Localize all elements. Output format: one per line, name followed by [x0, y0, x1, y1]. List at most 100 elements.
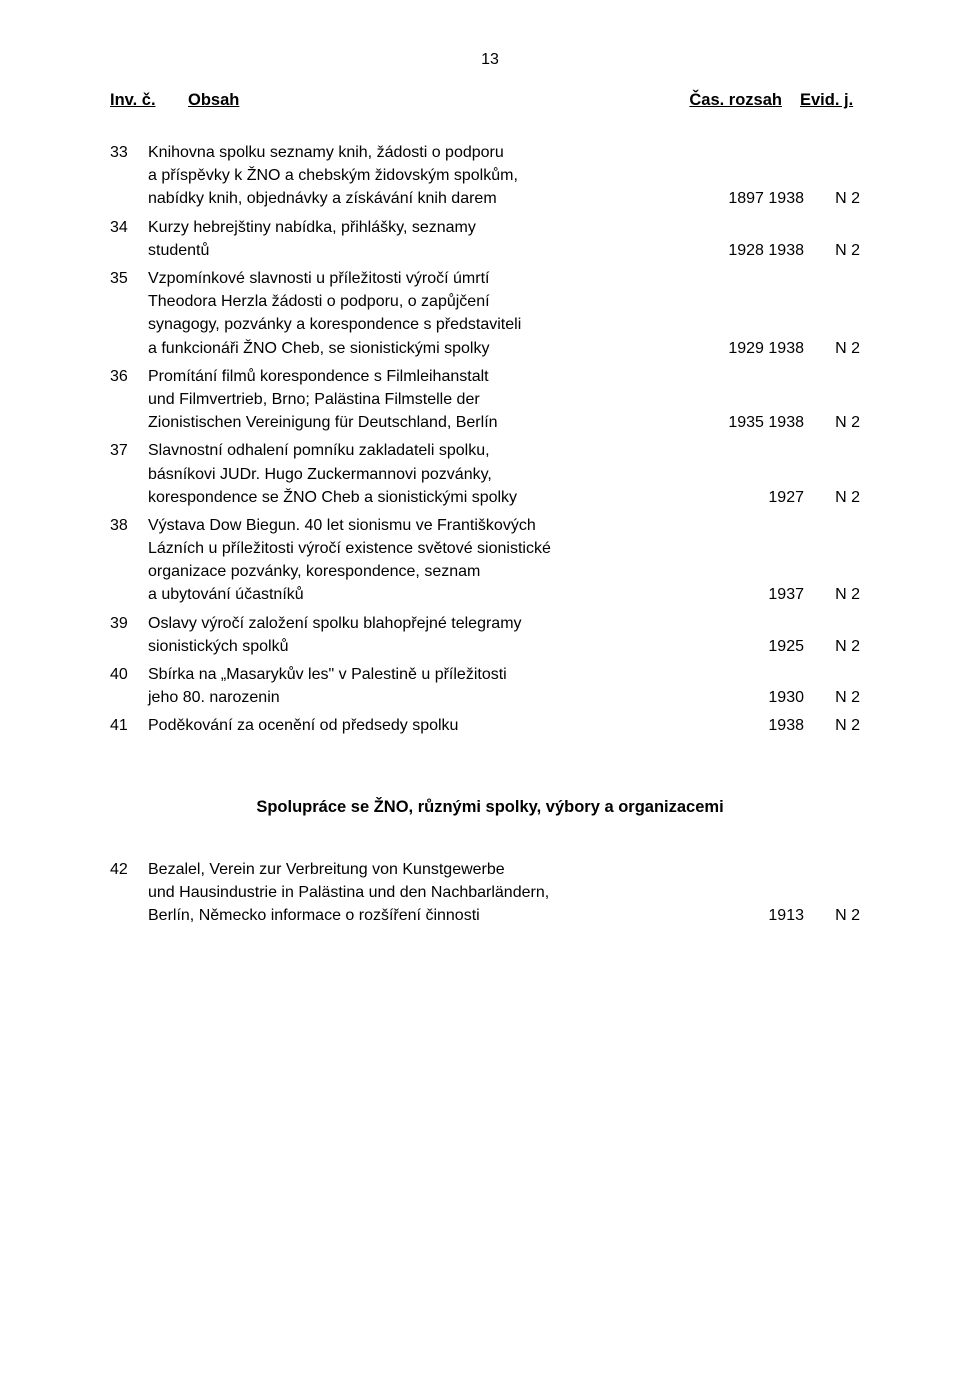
- entry-line-text: Lázních u příležitosti výročí existence …: [148, 537, 693, 560]
- entry-line: Knihovna spolku seznamy knih, žádosti o …: [148, 141, 860, 164]
- header-inv: Inv. č.: [110, 89, 188, 113]
- entry-evid: N 2: [818, 486, 860, 509]
- entry-date: 1897 1938: [693, 187, 818, 210]
- entries2-list: 42Bezalel, Verein zur Verbreitung von Ku…: [110, 858, 870, 928]
- table-row: 39Oslavy výročí založení spolku blahopře…: [110, 612, 870, 658]
- entry-line-text: Promítání filmů korespondence s Filmleih…: [148, 365, 693, 388]
- entry-line-text: Sbírka na „Masarykův les" v Palestině u …: [148, 663, 693, 686]
- entry-evid: [818, 164, 860, 187]
- table-row: 35Vzpomínkové slavnosti u příležitosti v…: [110, 267, 870, 360]
- entry-date: 1930: [693, 686, 818, 709]
- entry-date: 1938: [693, 714, 818, 737]
- entry-number: 40: [110, 663, 148, 709]
- table-row: 42Bezalel, Verein zur Verbreitung von Ku…: [110, 858, 870, 928]
- entry-evid: [818, 858, 860, 881]
- entry-evid: [818, 365, 860, 388]
- entry-evid: [818, 439, 860, 462]
- table-row: 36Promítání filmů korespondence s Filmle…: [110, 365, 870, 435]
- entries-list: 33Knihovna spolku seznamy knih, žádosti …: [110, 141, 870, 738]
- entry-date: 1937: [693, 583, 818, 606]
- entry-date: [693, 267, 818, 290]
- entry-evid: [818, 612, 860, 635]
- entry-number: 33: [110, 141, 148, 211]
- entry-evid: N 2: [818, 904, 860, 927]
- entry-evid: N 2: [818, 239, 860, 262]
- entry-line: a funkcionáři ŽNO Cheb, se sionistickými…: [148, 337, 860, 360]
- entry-line: básníkovi JUDr. Hugo Zuckermannovi pozvá…: [148, 463, 860, 486]
- entry-line-text: Vzpomínkové slavnosti u příležitosti výr…: [148, 267, 693, 290]
- entry-line-text: a ubytování účastníků: [148, 583, 693, 606]
- entry-evid: N 2: [818, 583, 860, 606]
- header-obsah: Obsah: [188, 89, 650, 113]
- entry-evid: [818, 463, 860, 486]
- entry-date: [693, 560, 818, 583]
- entry-line-text: Zionistischen Vereinigung für Deutschlan…: [148, 411, 693, 434]
- entry-text: Vzpomínkové slavnosti u příležitosti výr…: [148, 267, 870, 360]
- entry-line: Sbírka na „Masarykův les" v Palestině u …: [148, 663, 860, 686]
- entry-evid: [818, 313, 860, 336]
- entry-line: Kurzy hebrejštiny nabídka, přihlášky, se…: [148, 216, 860, 239]
- entry-line: Bezalel, Verein zur Verbreitung von Kuns…: [148, 858, 860, 881]
- entry-date: [693, 612, 818, 635]
- header-evid: Evid. j.: [800, 89, 870, 113]
- entry-number: 37: [110, 439, 148, 509]
- entry-line: und Hausindustrie in Palästina und den N…: [148, 881, 860, 904]
- entry-line-text: organizace pozvánky, korespondence, sezn…: [148, 560, 693, 583]
- entry-line: Oslavy výročí založení spolku blahopřejn…: [148, 612, 860, 635]
- entry-line: sionistických spolků1925N 2: [148, 635, 860, 658]
- entry-line: Poděkování za ocenění od předsedy spolku…: [148, 714, 860, 737]
- entry-line-text: und Hausindustrie in Palästina und den N…: [148, 881, 693, 904]
- entry-evid: [818, 216, 860, 239]
- entry-line-text: nabídky knih, objednávky a získávání kni…: [148, 187, 693, 210]
- table-row: 38Výstava Dow Biegun. 40 let sionismu ve…: [110, 514, 870, 607]
- entry-line-text: studentů: [148, 239, 693, 262]
- entry-line: Vzpomínkové slavnosti u příležitosti výr…: [148, 267, 860, 290]
- entry-line-text: und Filmvertrieb, Brno; Palästina Filmst…: [148, 388, 693, 411]
- entry-line: synagogy, pozvánky a korespondence s pře…: [148, 313, 860, 336]
- entry-date: [693, 439, 818, 462]
- entry-line: und Filmvertrieb, Brno; Palästina Filmst…: [148, 388, 860, 411]
- table-row: 40Sbírka na „Masarykův les" v Palestině …: [110, 663, 870, 709]
- entry-line-text: Berlín, Německo informace o rozšíření či…: [148, 904, 693, 927]
- entry-line-text: a příspěvky k ŽNO a chebským židovským s…: [148, 164, 693, 187]
- entry-number: 38: [110, 514, 148, 607]
- entry-date: [693, 881, 818, 904]
- entry-line-text: Poděkování za ocenění od předsedy spolku: [148, 714, 693, 737]
- entry-line: Výstava Dow Biegun. 40 let sionismu ve F…: [148, 514, 860, 537]
- entry-text: Slavnostní odhalení pomníku zakladateli …: [148, 439, 870, 509]
- entry-date: [693, 290, 818, 313]
- entry-date: [693, 663, 818, 686]
- entry-date: 1913: [693, 904, 818, 927]
- entry-text: Výstava Dow Biegun. 40 let sionismu ve F…: [148, 514, 870, 607]
- entry-evid: [818, 141, 860, 164]
- entry-line-text: Slavnostní odhalení pomníku zakladateli …: [148, 439, 693, 462]
- entry-number: 42: [110, 858, 148, 928]
- entry-line-text: Bezalel, Verein zur Verbreitung von Kuns…: [148, 858, 693, 881]
- entry-line-text: Knihovna spolku seznamy knih, žádosti o …: [148, 141, 693, 164]
- entry-line-text: Výstava Dow Biegun. 40 let sionismu ve F…: [148, 514, 693, 537]
- table-header: Inv. č. Obsah Čas. rozsah Evid. j.: [110, 89, 870, 113]
- entry-line: jeho 80. narozenin1930N 2: [148, 686, 860, 709]
- entry-evid: N 2: [818, 686, 860, 709]
- entry-date: 1928 1938: [693, 239, 818, 262]
- entry-line: studentů1928 1938N 2: [148, 239, 860, 262]
- entry-number: 39: [110, 612, 148, 658]
- entry-text: Promítání filmů korespondence s Filmleih…: [148, 365, 870, 435]
- entry-line-text: a funkcionáři ŽNO Cheb, se sionistickými…: [148, 337, 693, 360]
- entry-line-text: korespondence se ŽNO Cheb a sionistickým…: [148, 486, 693, 509]
- entry-text: Oslavy výročí založení spolku blahopřejn…: [148, 612, 870, 658]
- table-row: 37Slavnostní odhalení pomníku zakladatel…: [110, 439, 870, 509]
- entry-date: [693, 365, 818, 388]
- entry-evid: N 2: [818, 714, 860, 737]
- entry-line: Zionistischen Vereinigung für Deutschlan…: [148, 411, 860, 434]
- entry-text: Bezalel, Verein zur Verbreitung von Kuns…: [148, 858, 870, 928]
- entry-date: 1925: [693, 635, 818, 658]
- entry-date: [693, 463, 818, 486]
- entry-evid: N 2: [818, 187, 860, 210]
- entry-date: 1935 1938: [693, 411, 818, 434]
- entry-line-text: Theodora Herzla žádosti o podporu, o zap…: [148, 290, 693, 313]
- entry-text: Kurzy hebrejštiny nabídka, přihlášky, se…: [148, 216, 870, 262]
- entry-number: 36: [110, 365, 148, 435]
- entry-evid: [818, 663, 860, 686]
- entry-line: organizace pozvánky, korespondence, sezn…: [148, 560, 860, 583]
